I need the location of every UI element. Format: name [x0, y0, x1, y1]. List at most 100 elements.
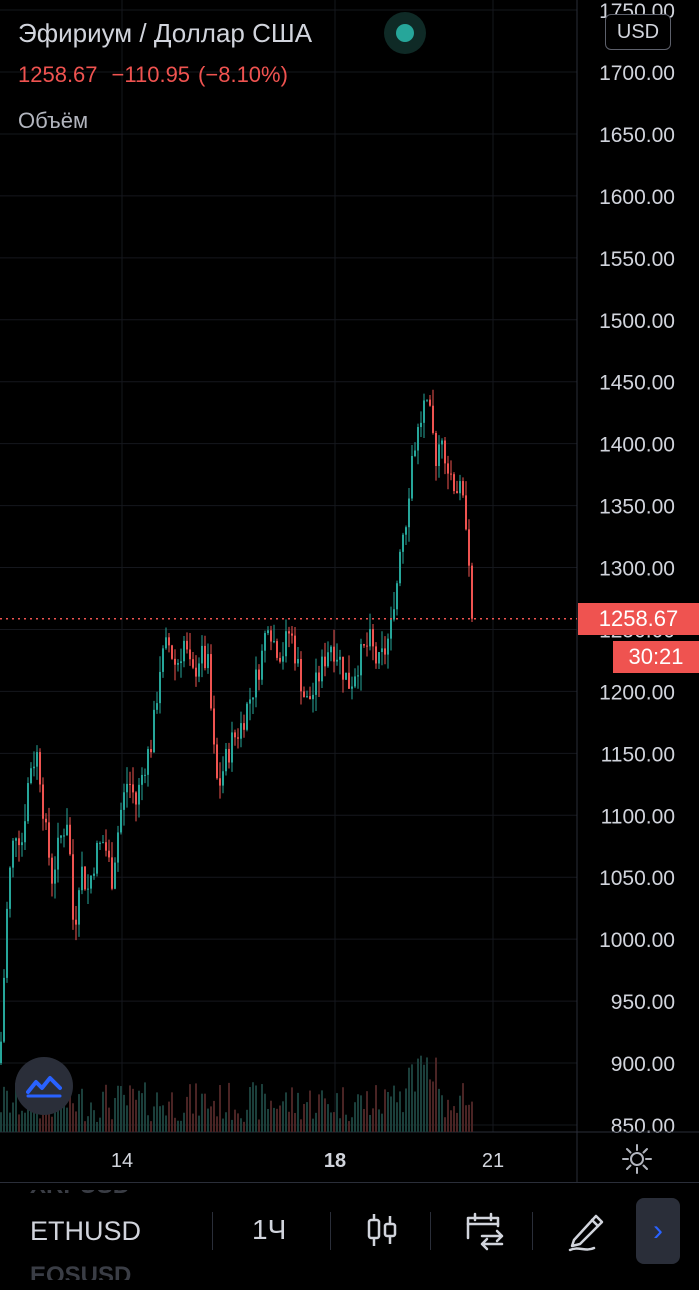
volume-bar [177, 1120, 179, 1132]
up-candle [261, 650, 263, 680]
volume-bar [183, 1112, 185, 1132]
up-candle [12, 840, 14, 868]
tradingview-logo-button[interactable] [15, 1057, 73, 1115]
volume-bar [324, 1098, 326, 1132]
down-candle [303, 691, 305, 698]
draw-pen-icon[interactable] [564, 1208, 608, 1252]
next-symbol[interactable]: EOSUSD [30, 1262, 132, 1289]
volume-bar [336, 1093, 338, 1132]
volume-bar [111, 1119, 113, 1132]
symbol-selector[interactable]: ETHUSD [30, 1216, 142, 1246]
up-candle [138, 784, 140, 805]
up-candle [459, 481, 461, 494]
volume-bar [354, 1102, 356, 1132]
volume-bar [12, 1102, 14, 1132]
down-candle [171, 645, 173, 659]
volume-bar [291, 1087, 293, 1132]
up-candle [390, 619, 392, 639]
toolbar-next-button[interactable]: › [636, 1198, 680, 1264]
down-candle [195, 667, 197, 677]
up-candle [33, 766, 35, 769]
down-candle [243, 723, 245, 730]
toolbar-divider [212, 1212, 213, 1250]
up-candle [378, 652, 380, 664]
down-candle [450, 473, 452, 475]
up-candle [24, 821, 26, 843]
up-candle [399, 551, 401, 584]
down-candle [204, 645, 206, 669]
candlestick-chart[interactable]: 1750.001700.001650.001600.001550.001500.… [0, 0, 699, 1182]
down-candle [189, 649, 191, 660]
previous-symbol[interactable]: XRPUSD [30, 1190, 130, 1200]
volume-bar [3, 1086, 5, 1132]
volume-bar [315, 1112, 317, 1132]
volume-bar [462, 1083, 464, 1132]
down-candle [150, 749, 152, 753]
chart-area[interactable]: 1750.00 1700.00 1650.00 1600.00 1550.00 1500.… [0, 0, 699, 1182]
y-tick-label: 1100.00 [601, 805, 675, 828]
down-candle [42, 784, 44, 819]
volume-bar [369, 1114, 371, 1132]
volume-bar [360, 1095, 362, 1132]
volume-bar [84, 1121, 86, 1132]
volume-bar [51, 1116, 53, 1132]
up-candle [201, 645, 203, 664]
down-candle [447, 463, 449, 474]
volume-bar [435, 1057, 437, 1132]
volume-bar [126, 1105, 128, 1132]
up-candle [402, 534, 404, 552]
toolbar-divider [532, 1212, 533, 1250]
volume-bar [471, 1101, 473, 1132]
y-tick-label: 1600.00 [599, 186, 675, 209]
y-tick-label: 1500.00 [599, 310, 675, 333]
volume-bar [27, 1091, 29, 1132]
volume-bar [78, 1094, 80, 1132]
date-range-icon[interactable] [462, 1208, 506, 1252]
volume-bar [75, 1111, 77, 1132]
up-candle [207, 654, 209, 669]
pair-title[interactable]: Эфириум / Доллар США [18, 18, 313, 48]
down-candle [174, 658, 176, 665]
volume-bar [15, 1083, 17, 1132]
up-candle [9, 867, 11, 909]
gear-icon[interactable] [621, 1143, 653, 1175]
up-candle [264, 633, 266, 651]
up-candle [126, 783, 128, 793]
candles-icon[interactable] [360, 1208, 404, 1252]
down-candle [132, 784, 134, 793]
up-candle [231, 732, 233, 763]
up-candle [297, 659, 299, 664]
volume-bar [348, 1121, 350, 1132]
down-candle [75, 919, 77, 925]
y-tick-label: 900.00 [611, 1053, 675, 1076]
toolbar-divider [330, 1212, 331, 1250]
chart-logo-icon [26, 1076, 62, 1098]
volume-bar [171, 1092, 173, 1132]
market-status-indicator[interactable] [384, 12, 426, 54]
volume-bar [114, 1097, 116, 1132]
up-candle [411, 456, 413, 499]
down-candle [372, 629, 374, 647]
y-tick-label: 850.00 [611, 1115, 675, 1138]
down-candle [45, 818, 47, 823]
volume-indicator-label[interactable]: Объём [18, 108, 89, 133]
volume-bar [390, 1096, 392, 1132]
volume-bar [174, 1117, 176, 1132]
up-candle [387, 638, 389, 655]
down-candle [435, 432, 437, 467]
interval-selector[interactable]: 1Ч [252, 1214, 287, 1245]
up-candle [27, 783, 29, 822]
up-candle [81, 866, 83, 891]
volume-bar [180, 1120, 182, 1132]
up-candle [183, 640, 185, 662]
currency-button[interactable]: USD [605, 14, 671, 50]
volume-bar [195, 1083, 197, 1132]
up-candle [252, 697, 254, 700]
volume-bar [18, 1114, 20, 1132]
down-candle [288, 631, 290, 634]
up-candle [330, 646, 332, 653]
up-candle [117, 832, 119, 863]
volume-bar [102, 1091, 104, 1132]
volume-bar [450, 1110, 452, 1132]
volume-bar [159, 1106, 161, 1132]
